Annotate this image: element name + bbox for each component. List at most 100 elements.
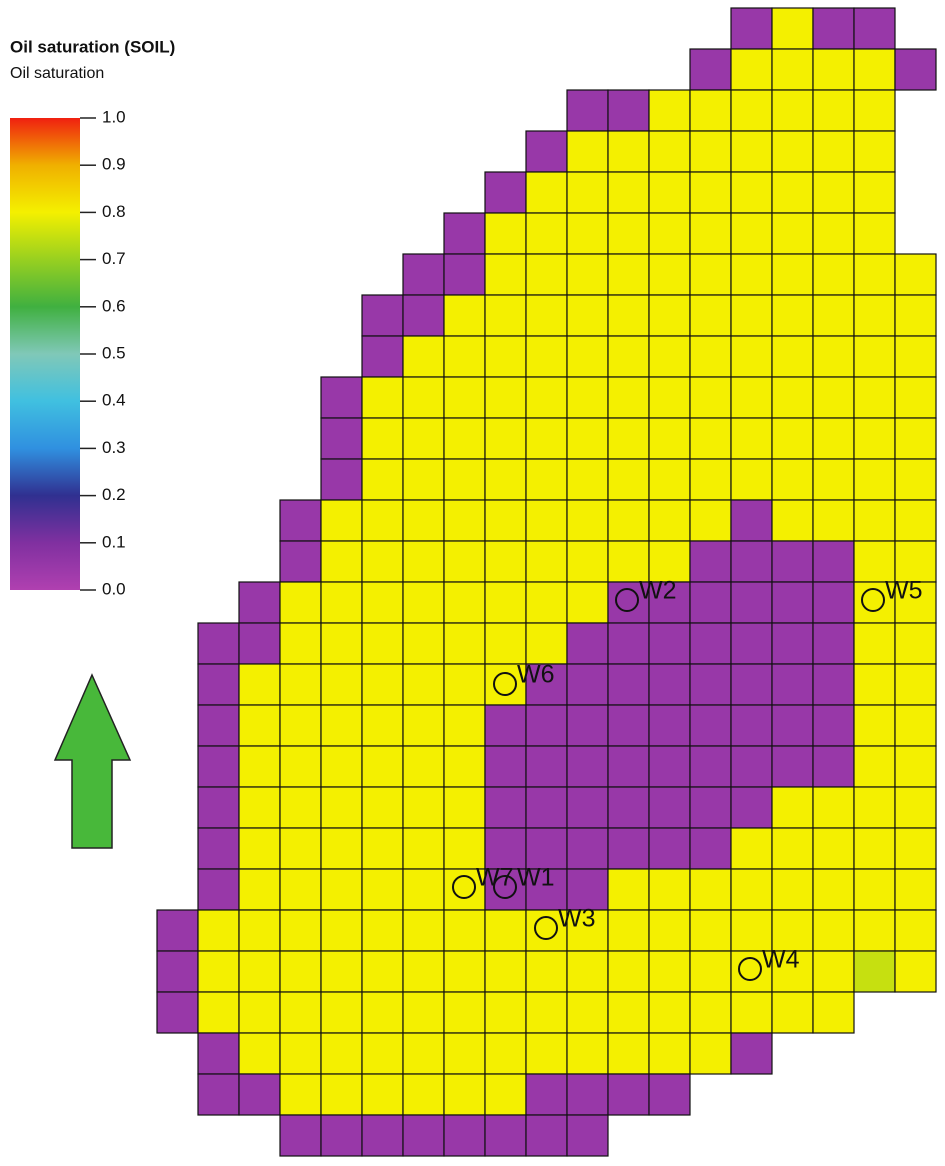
grid-cell (279, 622, 322, 665)
legend-title: Oil saturation (SOIL) (10, 37, 175, 56)
grid-cell (771, 376, 814, 419)
grid-cell (853, 909, 896, 952)
grid-cell (402, 540, 445, 583)
grid-cell (771, 622, 814, 665)
grid-cell (648, 212, 691, 255)
grid-cell (689, 171, 732, 214)
grid-cell (771, 909, 814, 952)
grid-cell (894, 417, 937, 460)
grid-cell (730, 499, 773, 542)
grid-cell (402, 458, 445, 501)
grid-cell (648, 622, 691, 665)
grid-cell (689, 499, 732, 542)
grid-cell (443, 1073, 486, 1116)
grid-cell (238, 704, 281, 747)
grid-cell (525, 376, 568, 419)
grid-cell (812, 950, 855, 993)
grid-cell (771, 991, 814, 1034)
grid-cell (443, 499, 486, 542)
grid-cell (156, 950, 199, 993)
grid-cell (361, 335, 404, 378)
grid-cell (771, 868, 814, 911)
grid-cell (402, 376, 445, 419)
grid-cell (525, 1032, 568, 1075)
grid-cell (197, 868, 240, 911)
grid-cell (566, 704, 609, 747)
grid-cell (812, 253, 855, 296)
grid-cell (197, 745, 240, 788)
grid-cell (812, 7, 855, 50)
grid-cell (812, 991, 855, 1034)
grid-cell (730, 868, 773, 911)
grid-cell (648, 1032, 691, 1075)
colorbar-tick-label: 0.0 (102, 579, 126, 598)
grid-cell (484, 786, 527, 829)
grid-cell (443, 786, 486, 829)
grid-cell (320, 909, 363, 952)
grid-cell (648, 335, 691, 378)
grid-cell (689, 417, 732, 460)
grid-cell (812, 335, 855, 378)
grid-cell (320, 1073, 363, 1116)
grid-cell (361, 458, 404, 501)
grid-cell (607, 786, 650, 829)
grid-cell (361, 581, 404, 624)
grid-cell (894, 253, 937, 296)
grid-cell (607, 991, 650, 1034)
grid-cell (771, 950, 814, 993)
grid-cell (279, 1114, 322, 1157)
well-label: W5 (885, 577, 923, 605)
grid-cell (443, 909, 486, 952)
grid-cell (689, 458, 732, 501)
grid-cell (320, 622, 363, 665)
grid-cell (279, 499, 322, 542)
grid-cell (443, 458, 486, 501)
grid-cell (853, 622, 896, 665)
grid-cell (812, 212, 855, 255)
grid-cell (402, 991, 445, 1034)
grid-cell (812, 376, 855, 419)
well-label: W3 (558, 905, 596, 933)
grid-cell (525, 581, 568, 624)
grid-cell (894, 827, 937, 870)
grid-cell (238, 950, 281, 993)
grid-cell (238, 786, 281, 829)
grid-cell (566, 130, 609, 173)
grid-cell (443, 376, 486, 419)
grid-cell (566, 417, 609, 460)
grid-cell (812, 294, 855, 337)
grid-cell (402, 909, 445, 952)
grid-cell (730, 540, 773, 583)
grid-cell (607, 827, 650, 870)
grid-cell (607, 1073, 650, 1116)
grid-cell (812, 909, 855, 952)
grid-cell (443, 581, 486, 624)
grid-cell (566, 1114, 609, 1157)
grid-cell (279, 1073, 322, 1116)
grid-cell (238, 868, 281, 911)
grid-cell (689, 704, 732, 747)
grid-cell (320, 1032, 363, 1075)
grid-cell (361, 950, 404, 993)
grid-cell (238, 1032, 281, 1075)
grid-cell (279, 581, 322, 624)
grid-cell (730, 909, 773, 952)
grid-cell (361, 704, 404, 747)
grid-cell (484, 745, 527, 788)
grid-cell (402, 1032, 445, 1075)
grid-cell (607, 499, 650, 542)
well-label: W2 (639, 577, 677, 605)
grid-cell (320, 499, 363, 542)
well-marker (534, 916, 558, 940)
grid-cell (689, 745, 732, 788)
colorbar (10, 118, 80, 590)
grid-cell (607, 294, 650, 337)
grid-cell (648, 540, 691, 583)
grid-cell (320, 745, 363, 788)
grid-cell (730, 253, 773, 296)
well-marker (493, 672, 517, 696)
legend-subtitle: Oil saturation (10, 65, 104, 82)
well-marker (738, 957, 762, 981)
grid-cell (648, 704, 691, 747)
grid-cell (525, 294, 568, 337)
